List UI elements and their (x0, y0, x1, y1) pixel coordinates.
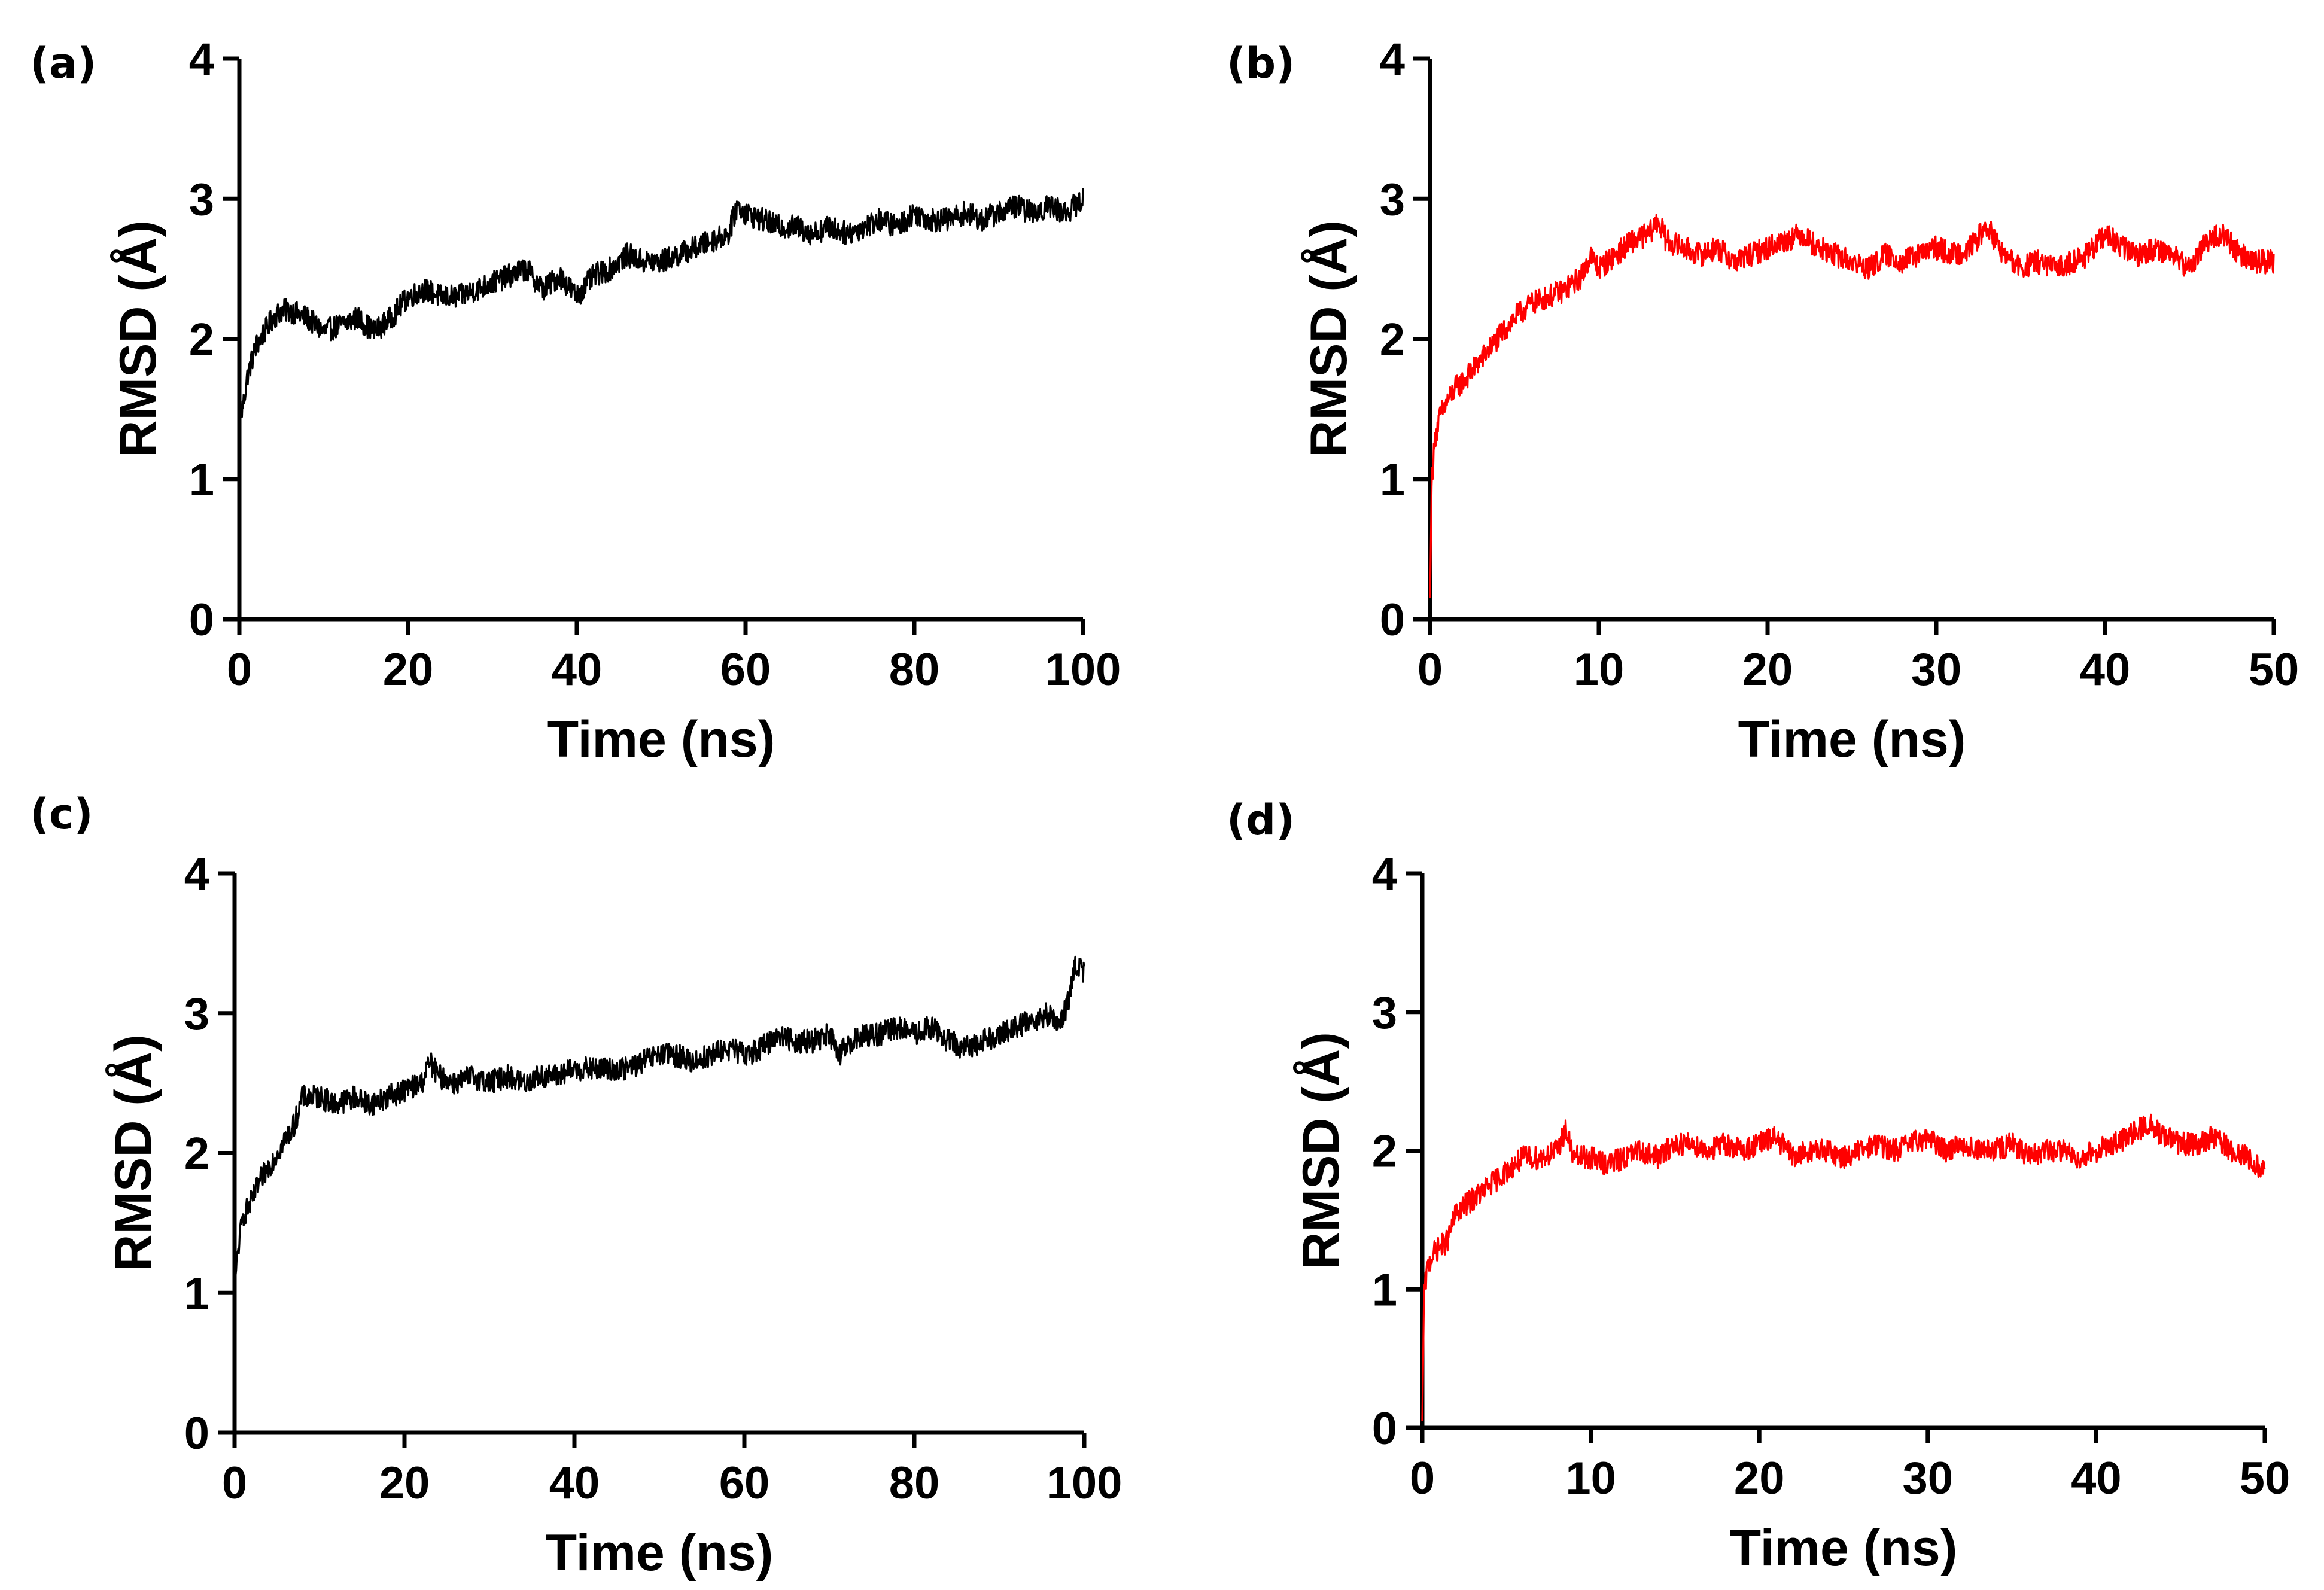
y-tick-label: 3 (1380, 174, 1405, 225)
y-tick-label: 0 (1372, 1403, 1397, 1454)
x-tick-label: 100 (1045, 644, 1121, 695)
x-tick-label: 50 (2240, 1453, 2290, 1504)
y-tick-label: 4 (184, 849, 209, 900)
x-tick-label: 0 (222, 1458, 247, 1509)
x-axis-title: Time (ns) (547, 711, 775, 768)
x-tick-label: 20 (1734, 1453, 1785, 1504)
y-tick-label: 3 (189, 174, 214, 225)
y-tick-label: 2 (184, 1129, 209, 1180)
panel-label: (c) (30, 790, 93, 839)
rmsd-series-line (1429, 214, 2275, 598)
x-tick-label: 10 (1565, 1453, 1616, 1504)
x-tick-label: 0 (1410, 1453, 1435, 1504)
panel-label: (a) (30, 39, 96, 88)
x-tick-label: 40 (552, 644, 603, 695)
x-axis-title: Time (ns) (546, 1524, 774, 1582)
y-tick-label: 1 (1372, 1265, 1397, 1315)
x-tick-label: 60 (720, 644, 771, 695)
x-tick-label: 60 (719, 1458, 770, 1509)
rmsd-series-line (238, 188, 1084, 424)
y-axis-title: RMSD (Å) (109, 220, 167, 458)
x-tick-label: 40 (549, 1458, 600, 1509)
x-tick-label: 0 (227, 644, 252, 695)
panel-label: (d) (1227, 796, 1295, 845)
x-axis-title: Time (ns) (1738, 711, 1966, 768)
rmsd-series-line (233, 955, 1085, 1286)
x-tick-label: 80 (889, 644, 940, 695)
y-tick-label: 4 (1372, 849, 1397, 900)
x-tick-label: 0 (1417, 644, 1443, 695)
x-tick-label: 20 (1742, 644, 1793, 695)
x-tick-label: 30 (1903, 1453, 1954, 1504)
panel-label: (b) (1227, 39, 1295, 88)
x-tick-label: 30 (1911, 644, 1962, 695)
y-tick-label: 0 (1380, 595, 1405, 645)
x-tick-label: 20 (383, 644, 434, 695)
y-tick-label: 1 (184, 1268, 209, 1319)
y-tick-label: 2 (1380, 315, 1405, 365)
y-tick-label: 1 (1380, 455, 1405, 505)
x-tick-label: 40 (2080, 644, 2131, 695)
y-tick-label: 1 (189, 455, 214, 505)
y-tick-label: 0 (184, 1408, 209, 1459)
x-tick-label: 80 (889, 1458, 940, 1509)
x-axis-title: Time (ns) (1730, 1519, 1958, 1577)
y-tick-label: 0 (189, 595, 214, 645)
y-tick-label: 3 (184, 989, 209, 1040)
y-tick-label: 2 (189, 315, 214, 365)
y-axis-title: RMSD (Å) (1292, 1032, 1350, 1269)
rmsd-series-line (1421, 1113, 2266, 1421)
y-tick-label: 2 (1372, 1126, 1397, 1177)
y-tick-label: 4 (189, 34, 214, 85)
y-axis-title: RMSD (Å) (1300, 220, 1358, 458)
y-tick-label: 4 (1380, 34, 1405, 85)
x-tick-label: 40 (2071, 1453, 2122, 1504)
x-tick-label: 50 (2249, 644, 2299, 695)
y-axis-title: RMSD (Å) (105, 1034, 162, 1272)
x-tick-label: 100 (1047, 1458, 1123, 1509)
x-tick-label: 20 (379, 1458, 430, 1509)
y-tick-label: 3 (1372, 988, 1397, 1038)
x-tick-label: 10 (1574, 644, 1625, 695)
